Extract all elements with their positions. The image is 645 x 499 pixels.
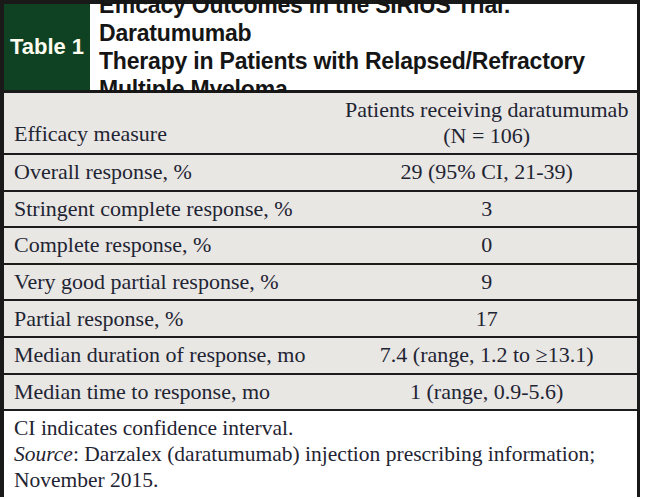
source-label: Source	[14, 442, 73, 466]
table-row: Partial response, % 17	[4, 301, 637, 338]
table-row: Complete response, % 0	[4, 228, 637, 265]
table-footnotes: CI indicates confidence interval. Source…	[4, 411, 637, 497]
row-value: 9	[336, 269, 637, 295]
row-measure: Overall response, %	[4, 159, 336, 185]
efficacy-outcomes-table: Table 1 Efficacy Outcomes in the SIRIUS …	[0, 0, 640, 497]
table-row: Stringent complete response, % 3	[4, 192, 637, 229]
row-measure: Complete response, %	[4, 232, 336, 258]
row-measure: Median duration of response, mo	[4, 342, 336, 368]
source-note: Source: Darzalex (daratumumab) injection…	[14, 441, 627, 493]
table-row: Overall response, % 29 (95% CI, 21-39)	[4, 155, 637, 192]
column-header-row: Efficacy measure Patients receiving dara…	[4, 93, 637, 155]
column-header-patients-line1: Patients receiving daratumumab	[336, 97, 637, 123]
row-value: 7.4 (range, 1.2 to ≥13.1)	[336, 342, 637, 368]
table-title: Efficacy Outcomes in the SIRIUS Trial: D…	[90, 4, 637, 90]
row-measure: Median time to response, mo	[4, 379, 336, 405]
row-value: 1 (range, 0.9-5.6)	[336, 379, 637, 405]
row-value: 3	[336, 196, 637, 222]
row-value: 17	[336, 306, 637, 332]
column-header-efficacy-measure: Efficacy measure	[4, 93, 336, 153]
source-text: : Darzalex (daratumumab) injection presc…	[14, 442, 595, 492]
table-title-line-1: Efficacy Outcomes in the SIRIUS Trial: D…	[99, 0, 633, 47]
table-row: Median time to response, mo 1 (range, 0.…	[4, 375, 637, 412]
table-row: Very good partial response, % 9	[4, 265, 637, 302]
table-row: Median duration of response, mo 7.4 (ran…	[4, 338, 637, 375]
row-measure: Partial response, %	[4, 306, 336, 332]
column-header-patients-line2: (N = 106)	[336, 123, 637, 149]
row-value: 0	[336, 232, 637, 258]
table-number-label: Table 1	[10, 34, 84, 60]
column-header-patients: Patients receiving daratumumab (N = 106)	[336, 93, 637, 153]
row-measure: Stringent complete response, %	[4, 196, 336, 222]
table-title-line-2: Therapy in Patients with Relapsed/Refrac…	[99, 47, 633, 75]
row-measure: Very good partial response, %	[4, 269, 336, 295]
table-caption-band: Table 1 Efficacy Outcomes in the SIRIUS …	[4, 4, 637, 93]
abbreviation-note: CI indicates confidence interval.	[14, 415, 627, 441]
row-value: 29 (95% CI, 21-39)	[336, 159, 637, 185]
table-number-badge: Table 1	[4, 4, 90, 90]
